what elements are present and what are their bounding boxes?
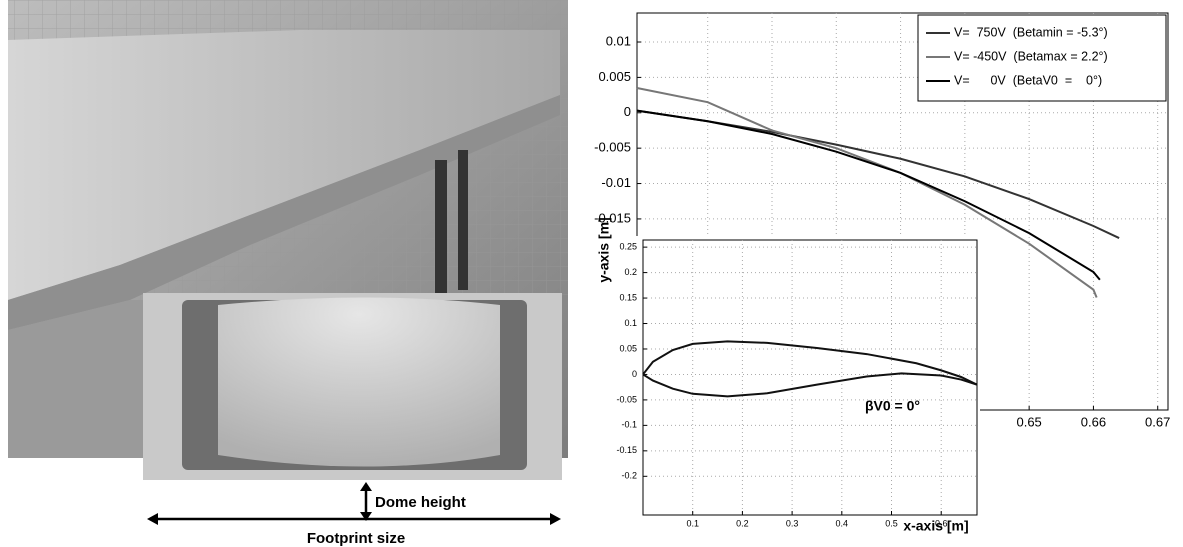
- photo: [8, 0, 568, 480]
- series-line: [636, 109, 1101, 281]
- x-tick-label: 0.3: [786, 518, 799, 528]
- y-tick-label: -0.05: [616, 394, 637, 404]
- y-axis-label: y-axis [m]: [596, 217, 612, 282]
- legend-label: V= -450V (Betamax = 2.2°): [954, 49, 1108, 63]
- plot-frame: [642, 239, 978, 516]
- dimension-arrows: [147, 482, 561, 525]
- y-tick-label: 0.1: [624, 318, 637, 328]
- inset-chart: 0.25 0.2 0.15 0.1 0.05 0 -0.05 -0.1 -0.15 -0.2 0.1…: [610, 236, 980, 537]
- y-tick-label: 0.005: [598, 69, 631, 84]
- y-tick-label: 0.15: [619, 292, 637, 302]
- dome-height-label: Dome height: [375, 494, 466, 511]
- y-tick-label: 0.05: [619, 343, 637, 353]
- x-tick-label: 0.67: [1145, 414, 1170, 429]
- y-tick-label: 0.2: [624, 267, 637, 277]
- series-line: [642, 340, 978, 386]
- legend-label: V= 750V (Betamin = -5.3°): [954, 25, 1108, 39]
- x-axis-label: x-axis [m]: [903, 518, 968, 534]
- x-tick-label: 0.6: [935, 518, 948, 528]
- x-tick-label: 0.1: [686, 518, 699, 528]
- y-tick-label: 0: [624, 104, 631, 119]
- y-tick-label: 0.01: [606, 33, 631, 48]
- x-tick-label: 0.65: [1016, 414, 1041, 429]
- series-line: [642, 372, 978, 398]
- x-tick-label: 0.5: [885, 518, 898, 528]
- legend-box: [917, 14, 1167, 102]
- y-tick-label: -0.15: [616, 445, 637, 455]
- x-tick-label: 0.4: [836, 518, 849, 528]
- y-tick-label: -0.01: [601, 175, 631, 190]
- y-tick-label: -0.015: [594, 210, 631, 225]
- y-tick-label: 0: [632, 369, 637, 379]
- x-tick-label: 0.66: [1081, 414, 1106, 429]
- overlay: V= 750V (Betamin = -5.3°) V= -450V (Betam…: [596, 14, 1167, 534]
- y-tick-label: -0.005: [594, 140, 631, 155]
- x-tick-label: 0.2: [736, 518, 749, 528]
- legend-label: V= 0V (BetaV0 = 0°): [954, 73, 1102, 87]
- annotation: βV0 = 0°: [865, 398, 920, 414]
- footprint-label: Footprint size: [307, 530, 405, 547]
- y-tick-label: -0.1: [621, 420, 637, 430]
- y-tick-label: -0.2: [621, 471, 637, 481]
- y-tick-label: 0.25: [619, 242, 637, 252]
